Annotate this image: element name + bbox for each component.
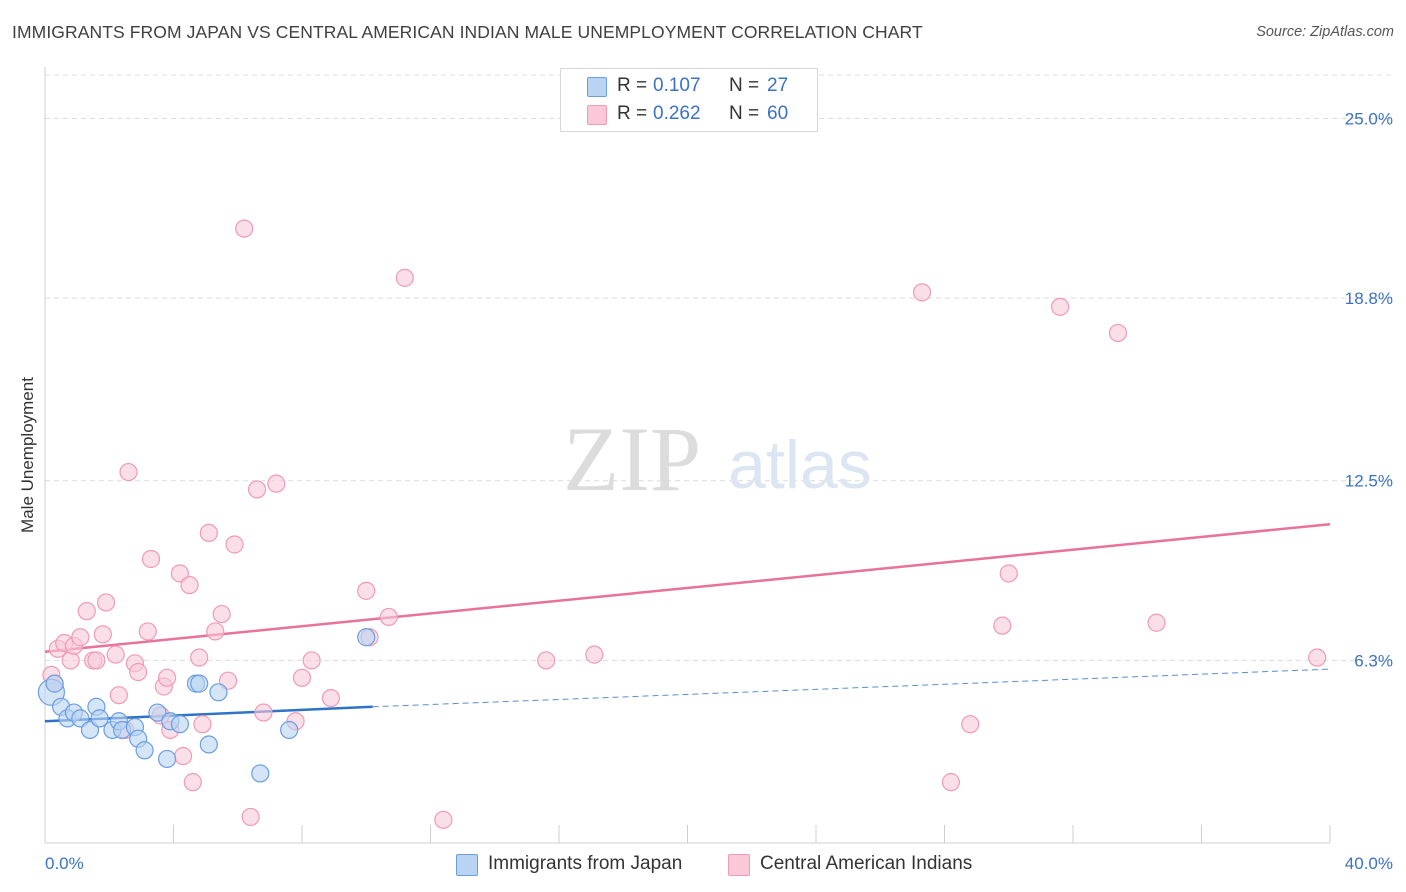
legend-n-label: N = (729, 103, 760, 124)
point-central-american-indians (225, 535, 244, 554)
legend-swatch-japan (456, 854, 478, 876)
point-central-american-indians (141, 549, 161, 569)
correlation-legend: R = 0.107 N = 27 R = 0.262 N = 60 (560, 68, 818, 132)
x-tick-label: 0.0% (45, 854, 84, 873)
point-central-american-indians (537, 651, 556, 670)
point-immigrants-from-japan (190, 674, 209, 693)
point-central-american-indians (434, 810, 453, 829)
point-central-american-indians (87, 651, 106, 670)
point-central-american-indians (235, 219, 254, 238)
point-immigrants-from-japan (357, 628, 376, 647)
point-central-american-indians (999, 564, 1018, 583)
point-central-american-indians (912, 283, 932, 302)
watermark: ZIP atlas (563, 408, 872, 510)
point-central-american-indians (93, 625, 112, 644)
point-central-american-indians (119, 462, 138, 482)
point-central-american-indians (109, 686, 128, 705)
point-central-american-indians (219, 671, 238, 690)
point-central-american-indians (106, 645, 125, 664)
point-immigrants-from-japan (199, 735, 218, 754)
point-immigrants-from-japan (45, 674, 64, 693)
legend-n-value: 27 (767, 75, 789, 96)
point-central-american-indians (379, 607, 398, 627)
point-central-american-indians (206, 622, 225, 641)
point-central-american-indians (170, 564, 190, 583)
watermark-atlas: atlas (728, 427, 872, 503)
point-immigrants-from-japan (135, 741, 154, 760)
point-immigrants-from-japan (71, 709, 90, 728)
point-central-american-indians (180, 575, 199, 595)
point-central-american-indians (183, 773, 202, 792)
y-tick-label: 6.3% (1354, 651, 1393, 670)
point-central-american-indians (941, 773, 961, 792)
trend-lines (44, 522, 1331, 723)
point-central-american-indians (1108, 323, 1128, 343)
point-immigrants-from-japan (209, 683, 228, 702)
point-central-american-indians (138, 622, 157, 641)
point-immigrants-from-japan (157, 749, 177, 769)
y-tick-label: 25.0% (1345, 109, 1393, 128)
trend-line-central-american-indians (44, 522, 1331, 653)
legend-n-value: 60 (767, 103, 789, 124)
point-central-american-indians (129, 662, 148, 682)
y-tick-label: 12.5% (1345, 472, 1393, 491)
point-central-american-indians (77, 602, 96, 621)
legend-r-label: R = (617, 75, 648, 96)
legend-r-label: R = (617, 103, 648, 124)
point-central-american-indians (71, 628, 90, 647)
legend-r-value: 0.262 (653, 103, 701, 124)
point-central-american-indians (254, 703, 273, 722)
point-immigrants-from-japan (90, 709, 109, 728)
point-central-american-indians (321, 688, 341, 708)
legend-n-label: N = (729, 75, 760, 96)
point-central-american-indians (193, 715, 212, 734)
point-central-american-indians (96, 593, 116, 612)
data-points (37, 219, 1327, 829)
point-immigrants-from-japan (280, 720, 299, 740)
point-central-american-indians (961, 715, 980, 734)
watermark-zip: ZIP (563, 408, 701, 510)
point-immigrants-from-japan (170, 715, 190, 734)
point-central-american-indians (1308, 648, 1327, 667)
point-central-american-indians (1051, 297, 1070, 316)
legend-label-cai: Central American Indians (760, 853, 973, 874)
axes (44, 67, 1331, 844)
point-central-american-indians (585, 645, 604, 664)
x-tick-label: 40.0% (1345, 854, 1393, 873)
point-central-american-indians (174, 746, 193, 766)
point-central-american-indians (247, 480, 267, 499)
source-label: Source: ZipAtlas.com (1256, 24, 1394, 40)
point-immigrants-from-japan (80, 720, 100, 740)
point-central-american-indians (395, 268, 414, 287)
legend-swatch-cai (728, 854, 750, 876)
legend-r-value: 0.107 (653, 75, 701, 96)
point-central-american-indians (212, 604, 231, 624)
legend-label-japan: Immigrants from Japan (488, 853, 683, 874)
point-central-american-indians (267, 474, 286, 493)
point-central-american-indians (302, 651, 321, 670)
point-central-american-indians (241, 807, 260, 827)
point-central-american-indians (199, 523, 218, 543)
point-immigrants-from-japan (148, 703, 167, 722)
point-central-american-indians (1147, 613, 1166, 632)
chart-title: IMMIGRANTS FROM JAPAN VS CENTRAL AMERICA… (12, 22, 923, 42)
grid-lines (45, 74, 1395, 661)
point-central-american-indians (357, 581, 376, 600)
trend-line-japan-extrapolated (372, 668, 1331, 708)
point-immigrants-from-japan (251, 764, 270, 783)
legend-swatch-japan (587, 77, 607, 97)
legend-swatch-cai (587, 105, 607, 125)
point-central-american-indians (157, 668, 177, 687)
tick-labels: 6.3% 12.5% 18.8% 25.0% 0.0% 40.0% (45, 109, 1393, 873)
point-central-american-indians (190, 648, 209, 667)
point-central-american-indians (292, 668, 312, 687)
point-central-american-indians (993, 616, 1012, 635)
y-tick-label: 18.8% (1345, 289, 1393, 308)
y-axis-label: Male Unemployment (18, 377, 37, 533)
